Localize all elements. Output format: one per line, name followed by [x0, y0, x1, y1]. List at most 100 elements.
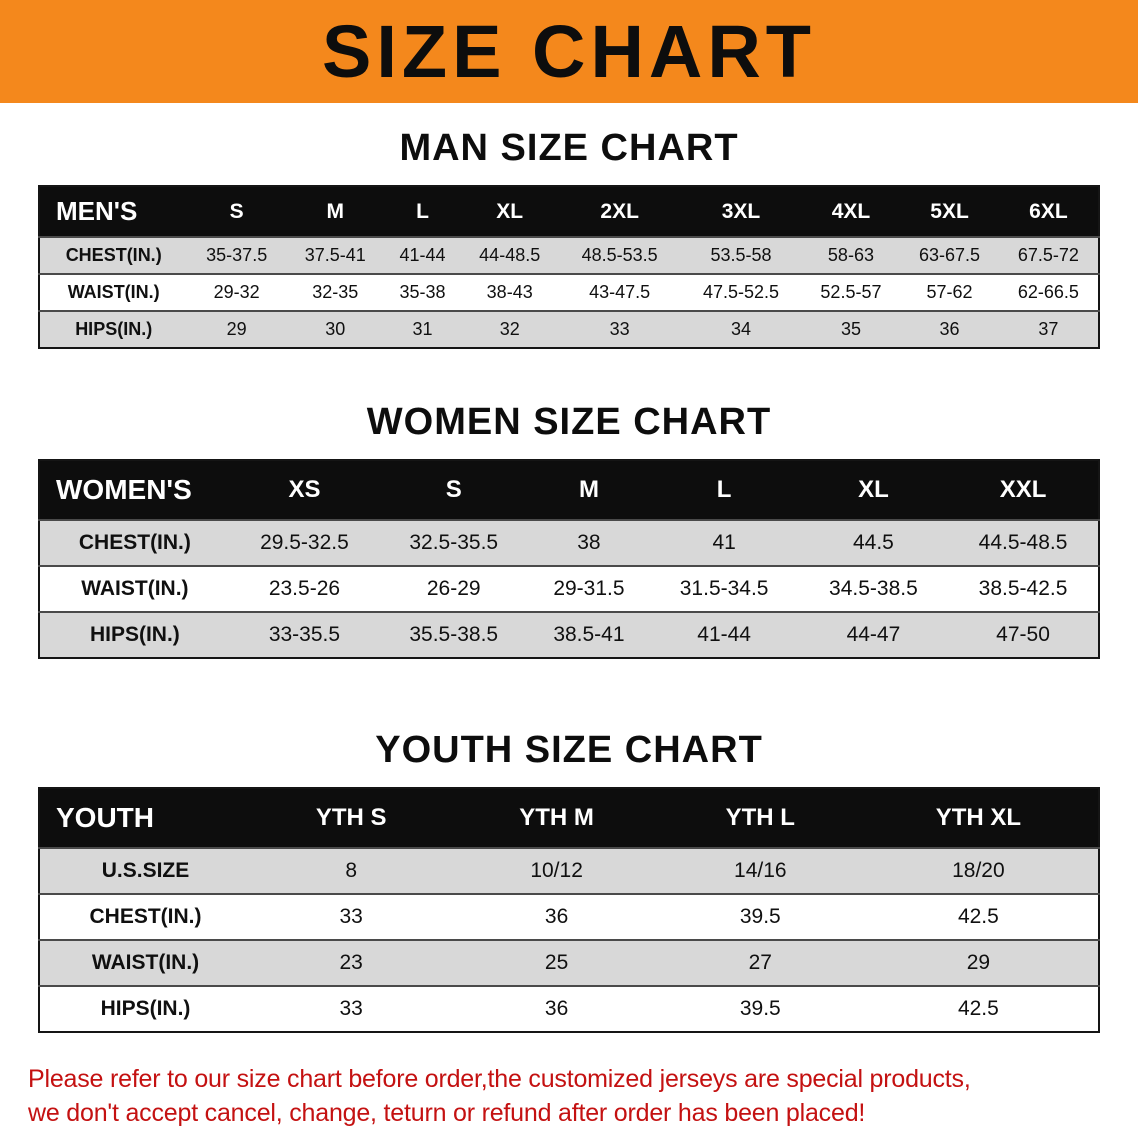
table-title-cell: YOUTH [39, 788, 251, 848]
value-cell: 48.5-53.5 [559, 236, 681, 274]
value-cell: 29.5-32.5 [229, 519, 380, 566]
table-row: WAIST(IN.) 29-32 32-35 35-38 38-43 43-47.5 47.… [39, 273, 1099, 311]
value-cell: 44.5-48.5 [948, 519, 1099, 566]
value-cell: 23.5-26 [229, 565, 380, 612]
value-cell: 33 [559, 310, 681, 348]
value-cell: 10/12 [451, 847, 662, 894]
value-cell: 53.5-58 [680, 236, 802, 274]
size-header-cell: XL [460, 186, 559, 237]
value-cell: 57-62 [900, 273, 999, 311]
size-header-cell: 5XL [900, 186, 999, 237]
size-header-cell: L [649, 460, 799, 520]
value-cell: 67.5-72 [998, 236, 1099, 274]
row-label-cell: WAIST(IN.) [39, 939, 251, 986]
youth-size-table: YOUTH YTH S YTH M YTH L YTH XL U.S.SIZE 8 10/12… [38, 787, 1100, 1033]
value-cell: 34.5-38.5 [798, 565, 949, 612]
value-cell: 32 [460, 310, 559, 348]
value-cell: 38-43 [460, 273, 559, 311]
value-cell: 35.5-38.5 [379, 611, 529, 658]
size-header-cell: YTH M [451, 788, 662, 848]
table-row: WAIST(IN.) 23.5-26 26-29 29-31.5 31.5-34.5 34… [39, 565, 1099, 612]
value-cell: 33 [251, 893, 452, 940]
size-header-cell: XS [229, 460, 380, 520]
women-size-chart-section: WOMEN SIZE CHART WOMEN'S XS S M L XL XXL CHEST(… [0, 401, 1138, 659]
women-size-table: WOMEN'S XS S M L XL XXL CHEST(IN.) 29.5-32.5 32.5… [38, 459, 1100, 659]
value-cell: 33-35.5 [229, 611, 380, 658]
value-cell: 31.5-34.5 [649, 565, 799, 612]
value-cell: 44-48.5 [460, 236, 559, 274]
value-cell: 36 [900, 310, 999, 348]
size-header-cell: M [528, 460, 650, 520]
size-header-cell: L [384, 186, 461, 237]
value-cell: 23 [251, 939, 452, 986]
value-cell: 39.5 [661, 893, 859, 940]
value-cell: 32.5-35.5 [379, 519, 529, 566]
value-cell: 29-32 [187, 273, 286, 311]
man-size-chart-section: MAN SIZE CHART MEN'S S M L XL 2XL 3XL 4XL 5XL 6XL… [0, 127, 1138, 349]
banner: SIZE CHART [0, 0, 1138, 103]
value-cell: 44-47 [798, 611, 949, 658]
value-cell: 63-67.5 [900, 236, 999, 274]
value-cell: 34 [680, 310, 802, 348]
size-header-cell: YTH XL [858, 788, 1099, 848]
value-cell: 42.5 [858, 985, 1099, 1032]
value-cell: 30 [285, 310, 385, 348]
disclaimer: Please refer to our size chart before or… [28, 1063, 1110, 1131]
value-cell: 37.5-41 [285, 236, 385, 274]
value-cell: 29 [858, 939, 1099, 986]
value-cell: 35-37.5 [187, 236, 286, 274]
size-header-cell: YTH L [661, 788, 859, 848]
row-label-cell: CHEST(IN.) [39, 236, 188, 274]
table-header-row: MEN'S S M L XL 2XL 3XL 4XL 5XL 6XL [39, 186, 1099, 237]
value-cell: 42.5 [858, 893, 1099, 940]
size-header-cell: M [285, 186, 385, 237]
row-label-cell: HIPS(IN.) [39, 985, 251, 1032]
value-cell: 44.5 [798, 519, 949, 566]
women-chart-heading: WOMEN SIZE CHART [366, 401, 772, 443]
size-header-cell: YTH S [251, 788, 452, 848]
table-row: CHEST(IN.) 35-37.5 37.5-41 41-44 44-48.5 48.5… [39, 236, 1099, 274]
value-cell: 41-44 [649, 611, 799, 658]
size-header-cell: XXL [948, 460, 1099, 520]
value-cell: 41 [649, 519, 799, 566]
value-cell: 31 [384, 310, 461, 348]
value-cell: 26-29 [379, 565, 529, 612]
table-header-row: WOMEN'S XS S M L XL XXL [39, 460, 1099, 520]
value-cell: 39.5 [661, 985, 859, 1032]
size-header-cell: 3XL [680, 186, 802, 237]
page-title: SIZE CHART [322, 9, 816, 93]
table-row: HIPS(IN.) 33 36 39.5 42.5 [39, 985, 1099, 1032]
size-header-cell: S [379, 460, 529, 520]
value-cell: 8 [251, 847, 452, 894]
value-cell: 35 [801, 310, 901, 348]
row-label-cell: CHEST(IN.) [39, 519, 230, 566]
value-cell: 47-50 [948, 611, 1099, 658]
value-cell: 38 [528, 519, 650, 566]
size-header-cell: 4XL [801, 186, 901, 237]
value-cell: 14/16 [661, 847, 859, 894]
row-label-cell: HIPS(IN.) [39, 310, 188, 348]
disclaimer-line-1: Please refer to our size chart before or… [28, 1065, 971, 1093]
value-cell: 35-38 [384, 273, 461, 311]
value-cell: 29-31.5 [528, 565, 650, 612]
value-cell: 29 [187, 310, 286, 348]
row-label-cell: HIPS(IN.) [39, 611, 230, 658]
size-header-cell: 2XL [559, 186, 681, 237]
row-label-cell: WAIST(IN.) [39, 565, 230, 612]
size-header-cell: 6XL [998, 186, 1099, 237]
table-header-row: YOUTH YTH S YTH M YTH L YTH XL [39, 788, 1099, 848]
size-header-cell: S [187, 186, 286, 237]
table-title-cell: MEN'S [39, 186, 188, 237]
table-row: WAIST(IN.) 23 25 27 29 [39, 939, 1099, 986]
row-label-cell: CHEST(IN.) [39, 893, 251, 940]
men-size-table: MEN'S S M L XL 2XL 3XL 4XL 5XL 6XL CHEST(IN.) 35-37… [38, 185, 1100, 349]
man-chart-heading: MAN SIZE CHART [399, 127, 739, 169]
value-cell: 36 [451, 893, 662, 940]
value-cell: 37 [998, 310, 1099, 348]
value-cell: 18/20 [858, 847, 1099, 894]
row-label-cell: U.S.SIZE [39, 847, 251, 894]
table-row: CHEST(IN.) 29.5-32.5 32.5-35.5 38 41 44.5 44.5… [39, 519, 1099, 566]
value-cell: 62-66.5 [998, 273, 1099, 311]
value-cell: 25 [451, 939, 662, 986]
